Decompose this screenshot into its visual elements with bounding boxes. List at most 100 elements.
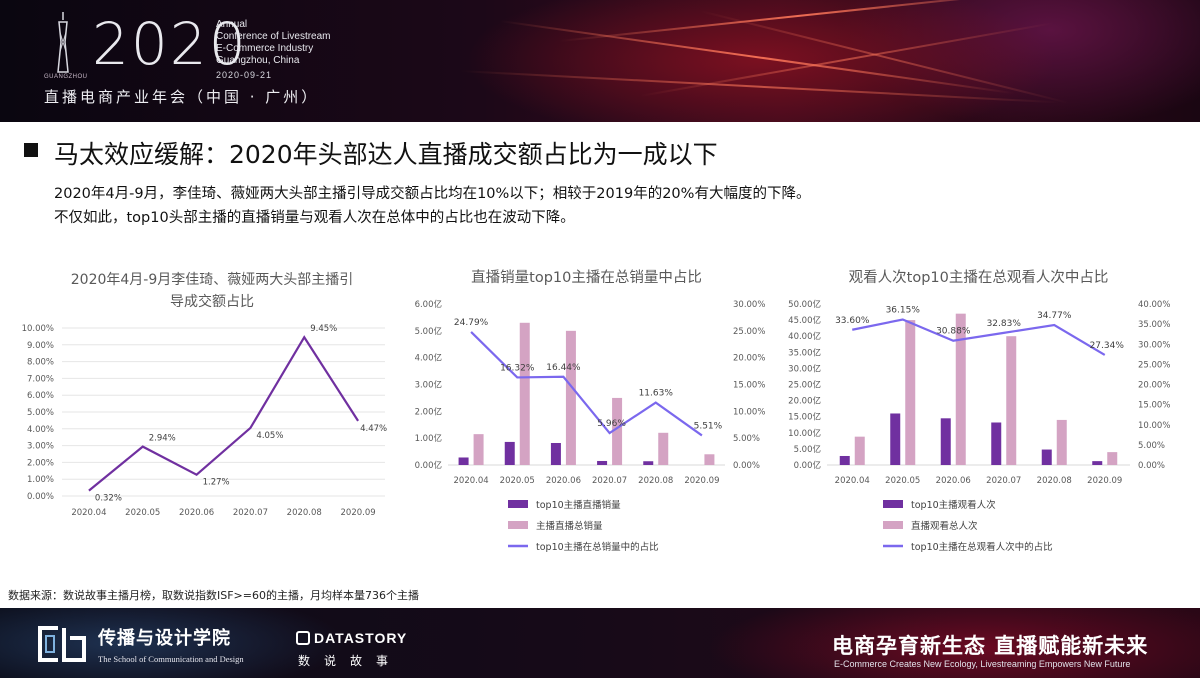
datastory-logo-icon bbox=[296, 631, 310, 645]
x-tick-label: 2020.06 bbox=[179, 508, 214, 518]
line-data-label: 30.88% bbox=[936, 327, 971, 337]
y-tick-label: 9.00% bbox=[27, 341, 54, 351]
data-label: 0.32% bbox=[95, 494, 122, 504]
x-tick-label: 2020.08 bbox=[1037, 476, 1072, 486]
share-line bbox=[470, 331, 703, 437]
chart-title-line: 导成交额占比 bbox=[170, 293, 254, 310]
left-y-tick-label: 35.00亿 bbox=[788, 347, 821, 358]
x-tick-label: 2020.09 bbox=[341, 508, 376, 518]
data-label: 4.05% bbox=[256, 431, 283, 441]
left-y-tick-label: 1.00亿 bbox=[415, 433, 442, 444]
legend-label: top10主播在总观看人次中的占比 bbox=[911, 541, 1053, 553]
line-data-label: 32.83% bbox=[987, 319, 1022, 329]
left-y-tick-label: 50.00亿 bbox=[788, 299, 821, 310]
left-y-tick-label: 20.00亿 bbox=[788, 396, 821, 407]
x-tick-label: 2020.09 bbox=[1087, 476, 1122, 486]
right-y-tick-label: 0.00% bbox=[1138, 461, 1165, 471]
series-line bbox=[88, 335, 360, 492]
x-tick-label: 2020.08 bbox=[638, 476, 673, 486]
right-y-tick-label: 5.00% bbox=[733, 434, 760, 444]
right-y-tick-label: 25.00% bbox=[733, 327, 765, 337]
title-bullet-icon bbox=[24, 143, 38, 157]
legend-swatch bbox=[508, 521, 528, 529]
footer-slogan-en: E-Commerce Creates New Ecology, Livestre… bbox=[834, 659, 1131, 669]
right-y-tick-label: 10.00% bbox=[733, 407, 765, 417]
y-tick-label: 1.00% bbox=[27, 475, 54, 485]
share-line bbox=[852, 318, 1106, 356]
right-y-tick-label: 15.00% bbox=[733, 381, 765, 391]
data-label: 1.27% bbox=[203, 478, 230, 488]
y-tick-label: 8.00% bbox=[27, 358, 54, 368]
left-y-tick-label: 10.00亿 bbox=[788, 428, 821, 439]
x-tick-label: 2020.04 bbox=[71, 508, 106, 518]
line-data-label: 27.34% bbox=[1090, 341, 1125, 351]
line-data-label: 34.77% bbox=[1037, 311, 1072, 321]
left-y-tick-label: 5.00亿 bbox=[415, 326, 442, 337]
x-tick-label: 2020.06 bbox=[546, 476, 581, 486]
y-tick-label: 2.00% bbox=[27, 458, 54, 468]
datastory-name: DATASTORY bbox=[314, 630, 408, 646]
line-data-label: 5.51% bbox=[694, 421, 723, 431]
x-tick-label: 2020.05 bbox=[885, 476, 920, 486]
right-y-tick-label: 20.00% bbox=[733, 354, 765, 364]
x-tick-label: 2020.07 bbox=[592, 476, 627, 486]
right-y-tick-label: 20.00% bbox=[1138, 381, 1170, 391]
y-tick-label: 10.00% bbox=[22, 324, 54, 334]
left-y-tick-label: 0.00亿 bbox=[794, 460, 821, 471]
legend-label: top10主播直播销量 bbox=[536, 499, 621, 511]
right-y-tick-label: 5.00% bbox=[1138, 441, 1165, 451]
left-y-tick-label: 15.00亿 bbox=[788, 412, 821, 423]
right-y-tick-label: 15.00% bbox=[1138, 401, 1170, 411]
y-tick-label: 6.00% bbox=[27, 391, 54, 401]
left-y-tick-label: 45.00亿 bbox=[788, 315, 821, 326]
x-tick-label: 2020.07 bbox=[233, 508, 268, 518]
conference-date: 2020-09-21 bbox=[216, 70, 273, 80]
subtitle-line-1: 2020年4月-9月，李佳琦、薇娅两大头部主播引导成交额占比均在10%以下；相较… bbox=[54, 186, 811, 202]
bar-total bbox=[1107, 452, 1118, 465]
line-data-label: 33.60% bbox=[835, 316, 870, 326]
x-tick-label: 2020.07 bbox=[986, 476, 1021, 486]
bar-top10 bbox=[504, 441, 515, 465]
bar-top10 bbox=[940, 418, 951, 465]
data-label: 4.47% bbox=[360, 424, 387, 434]
legend-label: 主播直播总销量 bbox=[536, 520, 603, 532]
bar-top10 bbox=[1041, 449, 1052, 465]
left-y-tick-label: 2.00亿 bbox=[415, 406, 442, 417]
x-tick-label: 2020.09 bbox=[684, 476, 719, 486]
chart-title: 直播销量top10主播在总销量中占比 bbox=[471, 269, 702, 286]
bar-total bbox=[704, 454, 715, 465]
left-y-tick-label: 6.00亿 bbox=[415, 299, 442, 310]
page-title: 马太效应缓解：2020年头部达人直播成交额占比为一成以下 bbox=[54, 140, 718, 169]
x-tick-label: 2020.08 bbox=[287, 508, 322, 518]
x-tick-label: 2020.05 bbox=[500, 476, 535, 486]
right-y-tick-label: 30.00% bbox=[1138, 340, 1170, 350]
datastory-name-cn: 数说故事 bbox=[298, 654, 403, 668]
legend-label: top10主播在总销量中的占比 bbox=[536, 541, 659, 553]
legend-label: 直播观看总人次 bbox=[911, 520, 978, 532]
data-label: 9.45% bbox=[310, 324, 337, 334]
bar-total bbox=[1056, 419, 1067, 465]
year-logo: 2020 bbox=[92, 10, 248, 78]
left-y-tick-label: 3.00亿 bbox=[415, 380, 442, 391]
bar-top10 bbox=[890, 413, 901, 465]
footer-banner: 传播与设计学院 The School of Communication and … bbox=[0, 608, 1200, 678]
bar-top10 bbox=[991, 422, 1002, 465]
chart-views-share: 观看人次top10主播在总观看人次中占比 0.00亿 5.00亿 10.00亿 15.0… bbox=[788, 269, 1170, 553]
bar-total bbox=[519, 322, 530, 465]
bar-total bbox=[905, 320, 916, 465]
bar-total bbox=[854, 436, 865, 465]
line-data-label: 36.15% bbox=[886, 305, 921, 315]
left-y-tick-label: 5.00亿 bbox=[794, 444, 821, 455]
right-y-tick-label: 0.00% bbox=[733, 461, 760, 471]
x-tick-label: 2020.05 bbox=[125, 508, 160, 518]
legend-swatch bbox=[883, 521, 903, 529]
bar-top10 bbox=[597, 460, 608, 465]
bar-total bbox=[473, 434, 484, 465]
bar-top10 bbox=[643, 461, 654, 465]
y-tick-label: 0.00% bbox=[27, 492, 54, 502]
city-mark: GUANGZHOU bbox=[44, 74, 88, 80]
right-y-tick-label: 10.00% bbox=[1138, 421, 1170, 431]
x-tick-label: 2020.04 bbox=[454, 476, 489, 486]
chart-title-line: 2020年4月-9月李佳琦、薇娅两大头部主播引 bbox=[71, 272, 354, 288]
